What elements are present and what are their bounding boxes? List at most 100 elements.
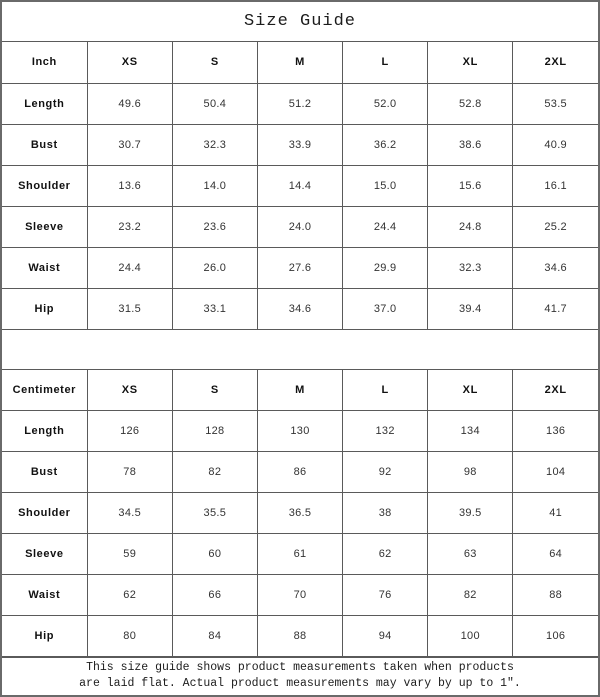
cell-value: 64 <box>512 532 598 575</box>
cell-value: 82 <box>171 450 258 493</box>
cell-value: 88 <box>256 614 344 657</box>
cell-value: 38.6 <box>427 123 514 166</box>
cell-value: 24.4 <box>342 205 429 248</box>
cell-value: 15.0 <box>342 164 429 207</box>
cell-value: 14.0 <box>171 164 258 207</box>
cell-value: 53.5 <box>512 82 598 125</box>
cell-value: 134 <box>427 409 514 452</box>
cell-value: 16.1 <box>512 164 598 207</box>
table-row: Length 49.6 50.4 51.2 52.0 52.8 53.5 <box>2 82 598 125</box>
cell-value: 126 <box>86 409 173 452</box>
row-label: Waist <box>2 246 88 289</box>
column-header-s: S <box>171 368 258 411</box>
row-label: Bust <box>2 123 88 166</box>
cell-value: 14.4 <box>256 164 344 207</box>
cell-value: 62 <box>342 532 429 575</box>
inch-size-table: Inch XS S M L XL 2XL Length 49.6 50.4 51… <box>2 42 598 330</box>
cell-value: 88 <box>512 573 598 616</box>
table-row: Shoulder 13.6 14.0 14.4 15.0 15.6 16.1 <box>2 164 598 207</box>
cell-value: 24.8 <box>427 205 514 248</box>
centimeter-header-row: Centimeter XS S M L XL 2XL <box>2 368 598 411</box>
cell-value: 66 <box>171 573 258 616</box>
cell-value: 38 <box>342 491 429 534</box>
cell-value: 32.3 <box>427 246 514 289</box>
table-row: Sleeve 23.2 23.6 24.0 24.4 24.8 25.2 <box>2 205 598 248</box>
cell-value: 61 <box>256 532 344 575</box>
cell-value: 15.6 <box>427 164 514 207</box>
cell-value: 39.5 <box>427 491 514 534</box>
cell-value: 70 <box>256 573 344 616</box>
page-title: Size Guide <box>2 2 598 42</box>
cell-value: 60 <box>171 532 258 575</box>
row-label: Shoulder <box>2 491 88 534</box>
table-row: Hip 80 84 88 94 100 106 <box>2 614 598 657</box>
table-gap-spacer <box>2 329 598 369</box>
cell-value: 52.0 <box>342 82 429 125</box>
cell-value: 35.5 <box>171 491 258 534</box>
cell-value: 78 <box>86 450 173 493</box>
table-row: Waist 24.4 26.0 27.6 29.9 32.3 34.6 <box>2 246 598 289</box>
row-label: Sleeve <box>2 205 88 248</box>
cell-value: 98 <box>427 450 514 493</box>
cell-value: 31.5 <box>86 287 173 330</box>
cell-value: 37.0 <box>342 287 429 330</box>
column-header-l: L <box>342 42 429 84</box>
row-label: Hip <box>2 287 88 330</box>
cell-value: 33.9 <box>256 123 344 166</box>
disclaimer-line-2: are laid flat. Actual product measuremen… <box>79 677 521 691</box>
cell-value: 104 <box>512 450 598 493</box>
cell-value: 82 <box>427 573 514 616</box>
cell-value: 86 <box>256 450 344 493</box>
cell-value: 51.2 <box>256 82 344 125</box>
cell-value: 40.9 <box>512 123 598 166</box>
column-header-m: M <box>256 42 344 84</box>
cell-value: 100 <box>427 614 514 657</box>
column-header-l: L <box>342 368 429 411</box>
cell-value: 106 <box>512 614 598 657</box>
cell-value: 136 <box>512 409 598 452</box>
cell-value: 33.1 <box>171 287 258 330</box>
disclaimer-line-1: This size guide shows product measuremen… <box>86 660 514 674</box>
table-row: Length 126 128 130 132 134 136 <box>2 409 598 452</box>
cell-value: 30.7 <box>86 123 173 166</box>
table-row: Hip 31.5 33.1 34.6 37.0 39.4 41.7 <box>2 287 598 330</box>
table-row: Bust 78 82 86 92 98 104 <box>2 450 598 493</box>
row-label: Sleeve <box>2 532 88 575</box>
column-header-s: S <box>171 42 258 84</box>
measurement-disclaimer: This size guide shows product measuremen… <box>2 656 598 696</box>
cell-value: 13.6 <box>86 164 173 207</box>
cell-value: 63 <box>427 532 514 575</box>
column-header-m: M <box>256 368 344 411</box>
cell-value: 39.4 <box>427 287 514 330</box>
table-row: Bust 30.7 32.3 33.9 36.2 38.6 40.9 <box>2 123 598 166</box>
cell-value: 34.6 <box>512 246 598 289</box>
cell-value: 132 <box>342 409 429 452</box>
cell-value: 41.7 <box>512 287 598 330</box>
column-header-xl: XL <box>427 368 514 411</box>
cell-value: 24.0 <box>256 205 344 248</box>
row-label: Shoulder <box>2 164 88 207</box>
cell-value: 49.6 <box>86 82 173 125</box>
cell-value: 59 <box>86 532 173 575</box>
cell-value: 34.5 <box>86 491 173 534</box>
column-header-xl: XL <box>427 42 514 84</box>
cell-value: 34.6 <box>256 287 344 330</box>
inch-header-row: Inch XS S M L XL 2XL <box>2 42 598 84</box>
cell-value: 27.6 <box>256 246 344 289</box>
cell-value: 36.2 <box>342 123 429 166</box>
cell-value: 130 <box>256 409 344 452</box>
cell-value: 25.2 <box>512 205 598 248</box>
cell-value: 26.0 <box>171 246 258 289</box>
column-header-xs: XS <box>86 42 173 84</box>
centimeter-size-table: Centimeter XS S M L XL 2XL Length 126 12… <box>2 368 598 657</box>
cell-value: 62 <box>86 573 173 616</box>
cell-value: 29.9 <box>342 246 429 289</box>
cell-value: 50.4 <box>171 82 258 125</box>
row-label: Bust <box>2 450 88 493</box>
cell-value: 84 <box>171 614 258 657</box>
row-label: Waist <box>2 573 88 616</box>
cell-value: 80 <box>86 614 173 657</box>
table-row: Waist 62 66 70 76 82 88 <box>2 573 598 616</box>
unit-header-inch: Inch <box>2 42 88 84</box>
